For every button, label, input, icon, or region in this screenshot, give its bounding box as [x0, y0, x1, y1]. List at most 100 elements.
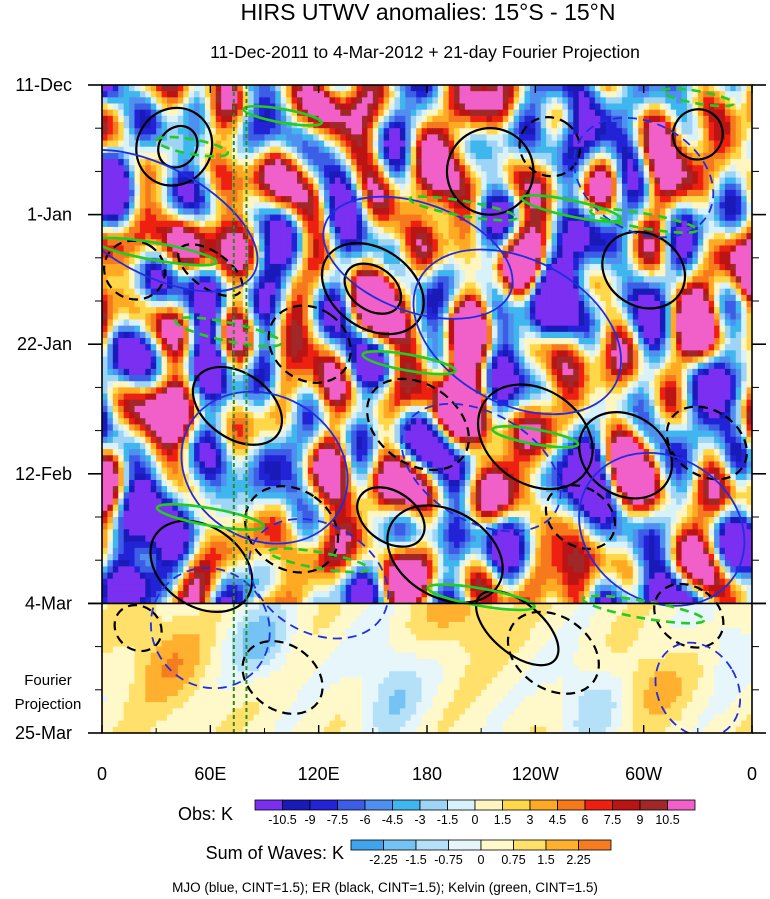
field-cell	[210, 276, 217, 284]
field-cell	[177, 220, 184, 228]
field-cell	[464, 196, 471, 203]
field-cell	[741, 165, 748, 172]
field-cell	[286, 294, 293, 302]
field-cell	[269, 208, 276, 216]
field-cell	[470, 301, 477, 308]
field-cell	[497, 115, 504, 123]
field-cell	[643, 91, 650, 98]
field-cell	[486, 159, 493, 166]
field-cell	[567, 128, 574, 135]
field-cell	[264, 134, 271, 142]
field-cell	[746, 220, 752, 228]
field-cell	[161, 134, 168, 142]
field-cell	[475, 220, 482, 228]
field-cell	[183, 177, 190, 185]
field-cell	[427, 245, 434, 253]
field-cell	[481, 152, 488, 160]
field-cell	[427, 128, 434, 135]
field-cell	[519, 313, 526, 321]
field-cell	[145, 140, 152, 148]
field-cell	[324, 189, 331, 197]
field-cell	[567, 134, 574, 142]
field-cell	[459, 140, 466, 148]
field-cell	[416, 251, 423, 259]
field-cell	[302, 301, 309, 308]
field-cell	[172, 183, 179, 191]
field-cell	[248, 85, 255, 92]
field-cell	[486, 177, 493, 185]
field-cell	[356, 226, 363, 234]
field-cell	[735, 152, 742, 160]
field-cell	[318, 140, 325, 148]
field-cell	[437, 313, 444, 321]
field-cell	[643, 202, 650, 210]
field-cell	[221, 331, 228, 339]
field-cell	[611, 97, 618, 105]
field-cell	[275, 239, 282, 247]
field-cell	[567, 313, 574, 321]
field-cell	[221, 189, 228, 197]
field-cell	[714, 301, 721, 308]
field-cell	[611, 189, 618, 197]
field-cell	[486, 220, 493, 228]
field-cell	[161, 196, 168, 203]
field-cell	[264, 294, 271, 302]
field-cell	[492, 171, 499, 179]
field-cell	[470, 307, 477, 314]
field-cell	[659, 220, 666, 228]
field-cell	[232, 189, 239, 197]
field-cell	[714, 128, 721, 135]
field-cell	[286, 288, 293, 296]
field-cell	[264, 338, 271, 345]
field-cell	[150, 263, 157, 271]
field-cell	[237, 220, 244, 228]
field-cell	[708, 288, 715, 296]
field-cell	[410, 245, 417, 253]
field-cell	[177, 165, 184, 172]
field-cell	[735, 214, 742, 222]
field-cell	[356, 128, 363, 135]
field-cell	[735, 85, 742, 92]
field-cell	[578, 122, 585, 129]
field-cell	[134, 301, 141, 308]
field-cell	[529, 288, 536, 296]
field-cell	[643, 301, 650, 308]
field-cell	[307, 171, 314, 179]
field-cell	[427, 233, 434, 240]
field-cell	[502, 115, 509, 123]
field-cell	[334, 128, 341, 135]
field-cell	[432, 140, 439, 148]
field-cell	[481, 97, 488, 105]
field-cell	[459, 294, 466, 302]
field-cell	[215, 177, 222, 185]
field-cell	[150, 319, 157, 327]
field-cell	[324, 115, 331, 123]
field-cell	[177, 177, 184, 185]
field-cell	[334, 134, 341, 142]
field-cell	[248, 208, 255, 216]
field-cell	[687, 165, 694, 172]
field-cell	[232, 183, 239, 191]
field-cell	[573, 251, 580, 259]
field-cell	[204, 109, 211, 117]
field-cell	[394, 220, 401, 228]
field-cell	[302, 134, 309, 142]
field-cell	[676, 220, 683, 228]
field-cell	[535, 146, 542, 154]
field-cell	[248, 177, 255, 185]
field-cell	[345, 233, 352, 240]
field-cell	[421, 263, 428, 271]
field-cell	[632, 183, 639, 191]
field-cell	[535, 122, 542, 129]
field-cell	[719, 263, 726, 271]
field-cell	[735, 220, 742, 228]
field-cell	[622, 152, 629, 160]
field-cell	[123, 313, 130, 321]
field-cell	[481, 196, 488, 203]
field-cell	[697, 159, 704, 166]
field-cell	[513, 171, 520, 179]
field-cell	[605, 159, 612, 166]
field-cell	[351, 338, 358, 345]
field-cell	[627, 325, 634, 333]
field-cell	[188, 239, 195, 247]
